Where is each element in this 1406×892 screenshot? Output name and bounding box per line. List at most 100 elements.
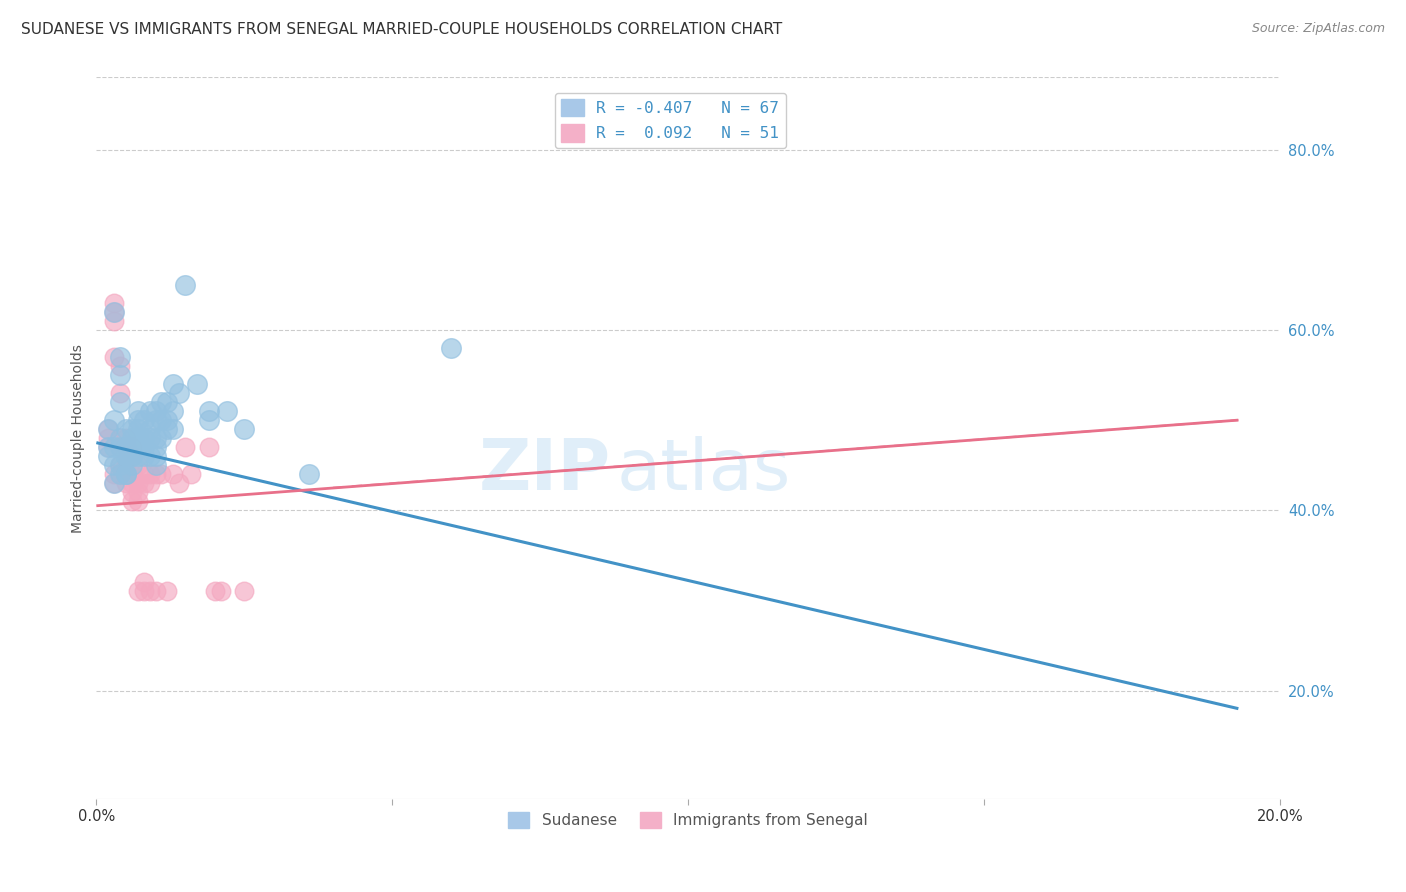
Point [108, 467, 131, 482]
Point [127, 458, 149, 473]
Point [103, 458, 125, 473]
Point [132, 413, 155, 427]
Point [138, 431, 160, 445]
Point [103, 305, 125, 319]
Legend: Sudanese, Immigrants from Senegal: Sudanese, Immigrants from Senegal [502, 805, 875, 835]
Point [127, 404, 149, 418]
Point [103, 467, 125, 482]
Point [197, 440, 219, 454]
Point [167, 386, 190, 401]
Point [138, 584, 160, 599]
Point [108, 458, 131, 473]
Point [132, 431, 155, 445]
Text: SUDANESE VS IMMIGRANTS FROM SENEGAL MARRIED-COUPLE HOUSEHOLDS CORRELATION CHART: SUDANESE VS IMMIGRANTS FROM SENEGAL MARR… [21, 22, 782, 37]
Point [127, 476, 149, 491]
Text: Source: ZipAtlas.com: Source: ZipAtlas.com [1251, 22, 1385, 36]
Point [180, 467, 202, 482]
Point [132, 449, 155, 463]
Point [121, 440, 143, 454]
Point [440, 341, 463, 355]
Point [108, 359, 131, 373]
Point [162, 377, 184, 392]
Point [132, 575, 155, 590]
Point [127, 494, 149, 508]
Point [156, 413, 179, 427]
Point [108, 458, 131, 473]
Point [103, 476, 125, 491]
Point [162, 422, 184, 436]
Point [156, 395, 179, 409]
Point [97, 449, 120, 463]
Point [150, 467, 173, 482]
Point [115, 431, 138, 445]
Point [115, 449, 138, 463]
Point [121, 467, 143, 482]
Point [145, 431, 167, 445]
Point [233, 422, 256, 436]
Point [138, 404, 160, 418]
Point [121, 449, 143, 463]
Point [115, 467, 138, 482]
Point [103, 314, 125, 328]
Point [145, 458, 167, 473]
Point [97, 422, 120, 436]
Point [115, 467, 138, 482]
Point [145, 413, 167, 427]
Point [150, 413, 173, 427]
Point [174, 277, 197, 292]
Point [115, 440, 138, 454]
Point [108, 440, 131, 454]
Point [150, 395, 173, 409]
Point [162, 467, 184, 482]
Point [108, 431, 131, 445]
Point [103, 305, 125, 319]
Y-axis label: Married-couple Households: Married-couple Households [72, 343, 86, 533]
Point [108, 440, 131, 454]
Point [115, 458, 138, 473]
Point [127, 449, 149, 463]
Point [233, 584, 256, 599]
Point [197, 413, 219, 427]
Point [115, 449, 138, 463]
Point [138, 476, 160, 491]
Point [103, 296, 125, 310]
Point [108, 350, 131, 364]
Point [127, 584, 149, 599]
Point [121, 449, 143, 463]
Point [145, 467, 167, 482]
Point [127, 413, 149, 427]
Point [108, 395, 131, 409]
Point [97, 431, 120, 445]
Point [145, 449, 167, 463]
Point [121, 449, 143, 463]
Text: ZIP: ZIP [479, 436, 612, 505]
Point [127, 431, 149, 445]
Point [132, 440, 155, 454]
Point [121, 431, 143, 445]
Point [121, 440, 143, 454]
Point [138, 422, 160, 436]
Point [121, 494, 143, 508]
Point [127, 485, 149, 500]
Point [115, 449, 138, 463]
Point [138, 449, 160, 463]
Point [156, 422, 179, 436]
Point [298, 467, 321, 482]
Point [132, 476, 155, 491]
Point [115, 440, 138, 454]
Point [115, 467, 138, 482]
Point [121, 458, 143, 473]
Point [145, 584, 167, 599]
Point [186, 377, 208, 392]
Point [103, 350, 125, 364]
Point [108, 467, 131, 482]
Point [127, 440, 149, 454]
Point [145, 440, 167, 454]
Point [132, 584, 155, 599]
Point [150, 431, 173, 445]
Point [115, 440, 138, 454]
Point [127, 422, 149, 436]
Point [138, 467, 160, 482]
Point [209, 584, 232, 599]
Point [108, 431, 131, 445]
